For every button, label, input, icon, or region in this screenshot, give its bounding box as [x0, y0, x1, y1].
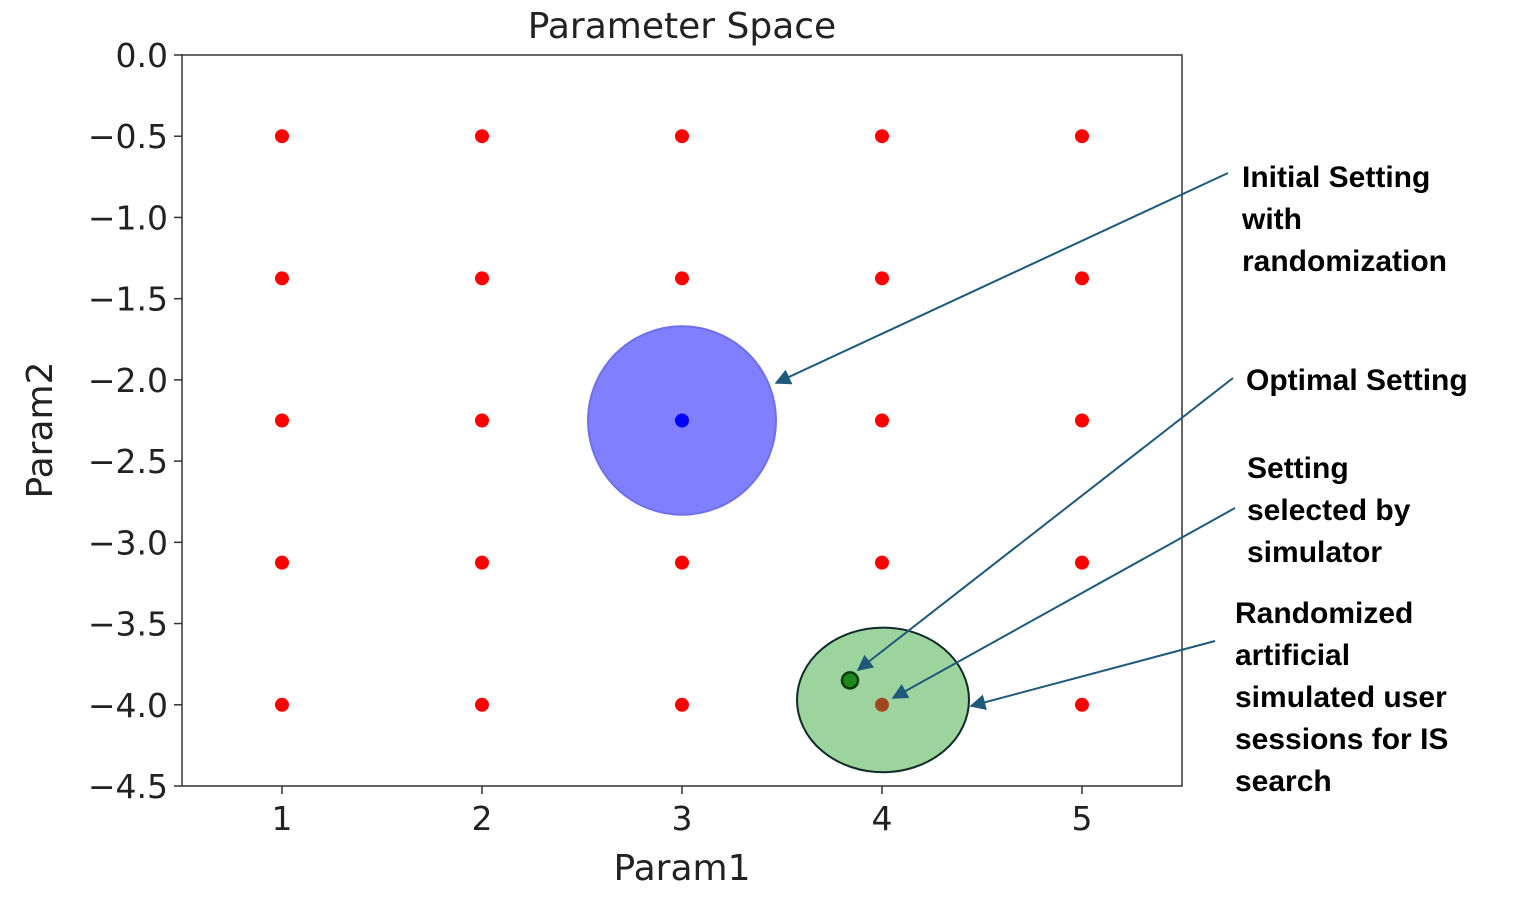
- point: [875, 271, 889, 286]
- point: [675, 413, 689, 428]
- y-tick-label: −0.5: [88, 117, 168, 156]
- y-tick-label: −2.5: [88, 442, 168, 481]
- point: [840, 671, 860, 690]
- annotation-text: Randomized: [1235, 597, 1413, 630]
- y-tick-label: −1.0: [88, 198, 168, 237]
- annotation-arrow: [774, 172, 1229, 385]
- point: [1075, 129, 1089, 144]
- chart-title: Parameter Space: [528, 6, 836, 47]
- y-tick-label: −3.5: [88, 605, 168, 644]
- y-tick-label: −3.0: [88, 523, 168, 562]
- point: [675, 271, 689, 286]
- annotation-text: with: [1241, 203, 1302, 236]
- annotation-text: Initial Setting: [1242, 161, 1430, 194]
- point: [475, 413, 489, 428]
- point: [275, 697, 289, 712]
- annotation-text: randomization: [1242, 245, 1447, 278]
- y-axis-label: Param2: [20, 362, 61, 499]
- point: [675, 697, 689, 712]
- annotation-text: simulated user: [1235, 681, 1447, 714]
- point: [875, 555, 889, 570]
- x-tick-label: 2: [472, 799, 493, 838]
- point: [275, 129, 289, 144]
- plot-frame: [181, 54, 1183, 787]
- point: [275, 555, 289, 570]
- point: [675, 129, 689, 144]
- y-tick-label: −2.0: [88, 361, 168, 400]
- y-tick-label: −4.5: [88, 767, 168, 806]
- point: [475, 271, 489, 286]
- point: [475, 697, 489, 712]
- y-tick-label: −4.0: [88, 686, 168, 725]
- x-axis-label: Param1: [614, 848, 751, 889]
- x-tick-label: 5: [1072, 799, 1093, 838]
- point: [1075, 697, 1089, 712]
- annotation-text: search: [1235, 765, 1332, 798]
- annotation-arrow: [969, 640, 1216, 711]
- point: [875, 129, 889, 144]
- y-tick-label: −1.5: [88, 280, 168, 319]
- point: [1075, 555, 1089, 570]
- annotation-arrow: [856, 377, 1234, 671]
- point: [475, 555, 489, 570]
- point: [475, 129, 489, 144]
- point: [675, 555, 689, 570]
- x-tick-label: 3: [672, 799, 693, 838]
- annotation-text: Optimal Setting: [1246, 364, 1468, 397]
- annotation-text: artificial: [1235, 639, 1350, 672]
- y-tick-label: 0.0: [116, 36, 168, 75]
- annotation-text: Setting: [1247, 452, 1349, 485]
- x-tick-label: 1: [272, 799, 293, 838]
- point: [875, 413, 889, 428]
- point: [875, 697, 889, 712]
- point: [1075, 413, 1089, 428]
- annotation-text: sessions for IS: [1235, 723, 1448, 756]
- annotation-text: selected by: [1247, 494, 1411, 527]
- x-tick-label: 4: [872, 799, 893, 838]
- point: [275, 271, 289, 286]
- annotation-text: simulator: [1247, 536, 1382, 569]
- point: [1075, 271, 1089, 286]
- annotation-arrow: [891, 507, 1236, 699]
- point: [275, 413, 289, 428]
